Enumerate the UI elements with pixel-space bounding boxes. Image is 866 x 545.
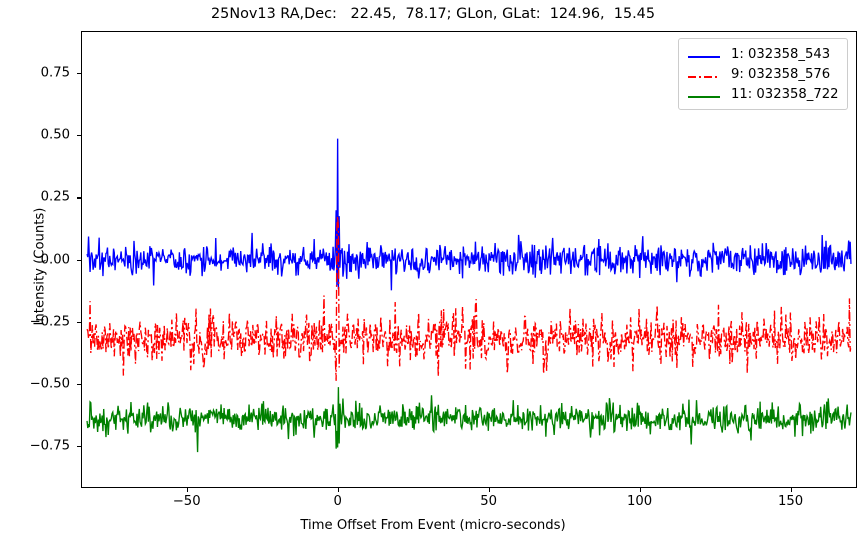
y-tick-mark bbox=[77, 73, 81, 75]
x-tick-mark bbox=[790, 488, 792, 492]
plot-area bbox=[86, 138, 852, 453]
y-tick-mark bbox=[77, 321, 81, 323]
y-tick-mark bbox=[77, 383, 81, 385]
legend-label: 11: 032358_722 bbox=[731, 86, 839, 102]
x-tick-label: −50 bbox=[172, 494, 201, 509]
y-tick-label: 0.00 bbox=[40, 252, 70, 267]
y-tick-label: 0.75 bbox=[40, 65, 70, 81]
y-tick-label: −0.75 bbox=[29, 438, 70, 454]
y-axis-label: Intensity (Counts) bbox=[32, 207, 48, 326]
legend-item: 11: 032358_722 bbox=[687, 84, 839, 104]
series-line bbox=[86, 216, 852, 381]
y-tick-mark bbox=[77, 259, 81, 261]
x-tick-label: 0 bbox=[333, 494, 342, 509]
legend-color-swatch bbox=[687, 68, 721, 80]
x-tick-mark bbox=[186, 488, 188, 492]
x-axis-label: Time Offset From Event (micro-seconds) bbox=[300, 518, 566, 533]
series-line bbox=[86, 138, 852, 291]
series-line bbox=[86, 387, 852, 453]
legend-label: 1: 032358_543 bbox=[731, 46, 831, 62]
y-tick-label: −0.25 bbox=[29, 314, 70, 330]
legend-color-swatch bbox=[687, 48, 721, 60]
y-tick-mark bbox=[77, 197, 81, 199]
y-tick-label: 0.25 bbox=[40, 189, 70, 205]
chart-title: 25Nov13 RA,Dec: 22.45, 78.17; GLon, GLat… bbox=[211, 6, 655, 22]
legend-item: 1: 032358_543 bbox=[687, 44, 839, 64]
x-tick-mark bbox=[488, 488, 490, 492]
x-tick-label: 150 bbox=[777, 494, 804, 509]
y-tick-mark bbox=[77, 445, 81, 447]
legend-item: 9: 032358_576 bbox=[687, 64, 839, 84]
legend-color-swatch bbox=[687, 88, 721, 100]
y-tick-label: −0.50 bbox=[29, 376, 70, 392]
x-tick-mark bbox=[337, 488, 339, 492]
y-tick-mark bbox=[77, 135, 81, 137]
y-tick-label: 0.50 bbox=[40, 127, 70, 143]
x-tick-label: 100 bbox=[627, 494, 653, 509]
legend: 1: 032358_543 9: 032358_576 11: 032358_722 bbox=[678, 38, 848, 110]
legend-label: 9: 032358_576 bbox=[731, 66, 831, 82]
x-tick-mark bbox=[639, 488, 641, 492]
x-tick-label: 50 bbox=[480, 494, 498, 509]
